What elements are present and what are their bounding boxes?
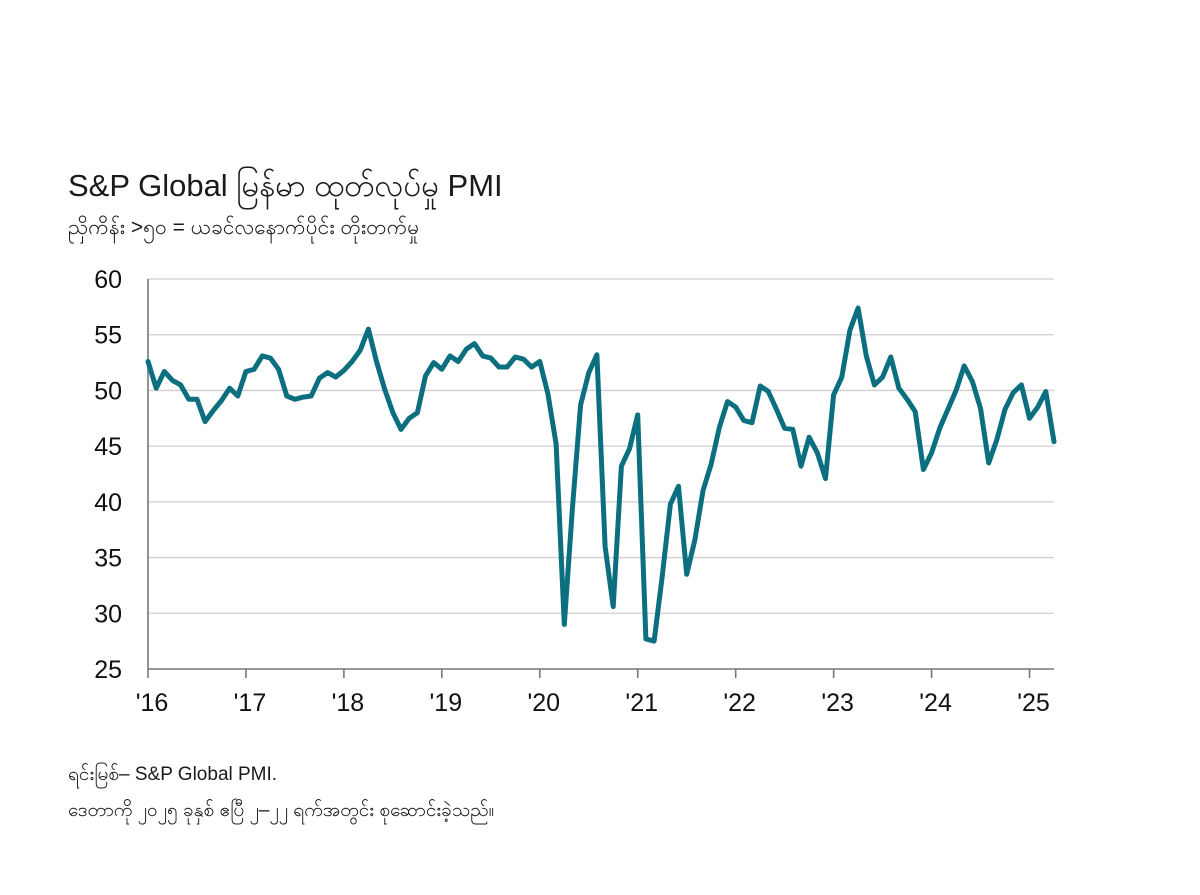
collection-date-note: ဒေတာကို ၂၀၂၅ ခုနှစ် ဧပြီ ၂–၂၂ ရက်အတွင်း … xyxy=(68,800,495,821)
y-tick-label: 55 xyxy=(94,322,122,350)
chart-subtitle: ညှိကိန်း >၅၀ = ယခင်လနောက်ပိုင်း တိုးတက်မ… xyxy=(68,216,420,239)
y-tick-label: 60 xyxy=(94,266,122,294)
y-tick-label: 35 xyxy=(94,545,122,573)
x-tick-labels: '16 '17 '18 '19 '20 '21 '22 '23 '24 '25 xyxy=(136,689,1050,717)
chart-title: S&P Global မြန်မာ ထုတ်လုပ်မှု PMI xyxy=(68,168,503,203)
series xyxy=(145,305,1057,644)
x-tick-label: '20 xyxy=(527,689,560,717)
y-tick-label: 40 xyxy=(94,489,122,517)
y-tick-label: 25 xyxy=(94,656,122,684)
x-tick-label: '25 xyxy=(1017,689,1050,717)
x-tick-label: '23 xyxy=(821,689,854,717)
x-tick-label: '21 xyxy=(625,689,658,717)
axes xyxy=(147,279,1054,678)
y-tick-label: 30 xyxy=(94,600,122,628)
x-tick-label: '16 xyxy=(136,689,169,717)
gridlines xyxy=(148,278,1054,614)
x-tick-label: '17 xyxy=(234,689,267,717)
x-tick-label: '22 xyxy=(723,689,756,717)
y-tick-label: 45 xyxy=(94,433,122,461)
series-line-0 xyxy=(145,305,1057,644)
x-tick-label: '24 xyxy=(919,689,952,717)
y-tick-label: 50 xyxy=(94,377,122,405)
y-tick-labels: 60 55 50 45 40 35 30 25 xyxy=(94,266,122,684)
x-tick-label: '18 xyxy=(332,689,365,717)
x-tick-label: '19 xyxy=(430,689,463,717)
source-note: ရင်းမြစ်– S&P Global PMI. xyxy=(68,764,278,785)
